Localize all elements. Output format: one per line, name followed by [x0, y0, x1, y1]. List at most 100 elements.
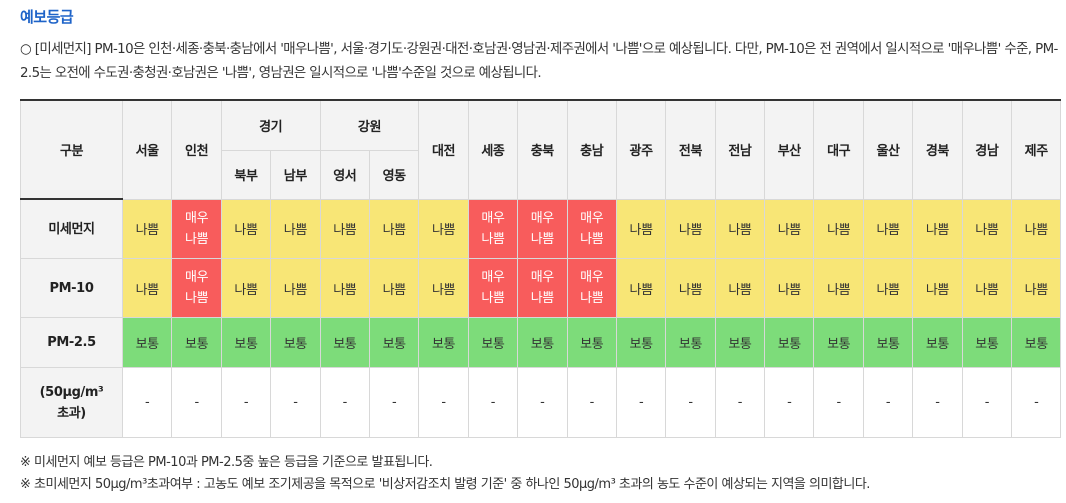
grade-cell: 보통	[319, 317, 370, 368]
grade-cell: 보통	[270, 317, 321, 368]
forecast-grade-table: 구분 서울 인천 경기 강원 대전 세종 충북 충남 광주 전북 전남 부산 대…	[20, 99, 1062, 438]
grade-cell: 보통	[665, 317, 716, 368]
header-corner: 구분	[20, 99, 123, 200]
header-gyeongbuk: 경북	[912, 99, 963, 200]
header-jeonbuk: 전북	[665, 99, 716, 200]
grade-cell: -	[961, 367, 1013, 438]
table-row: 미세먼지 나쁨 매우 나쁨 나쁨 나쁨 나쁨 나쁨 나쁨 매우 나쁨 매우 나쁨 매우 나쁨 나쁨 나쁨…	[20, 198, 1062, 259]
grade-cell: 보통	[1011, 317, 1062, 368]
grade-cell: 나쁨	[615, 258, 667, 318]
row-label: (50μg/m³ 초과)	[20, 367, 123, 438]
grade-cell: 나쁨	[121, 198, 173, 259]
grade-cell: 나쁨	[1011, 258, 1062, 318]
grade-cell: -	[171, 367, 222, 438]
grade-cell: -	[566, 367, 617, 438]
grade-cell: -	[418, 367, 469, 438]
grade-cell: 나쁨	[418, 198, 469, 259]
grade-cell: 나쁨	[912, 198, 963, 259]
grade-cell: 보통	[615, 317, 667, 368]
header-chungnam: 충남	[566, 99, 617, 200]
grade-cell: -	[764, 367, 815, 438]
grade-cell: 보통	[368, 317, 420, 368]
grade-cell: 나쁨	[121, 258, 173, 318]
header-ulsan: 울산	[862, 99, 914, 200]
grade-cell: 보통	[566, 317, 617, 368]
grade-cell: 보통	[171, 317, 222, 368]
grade-cell: -	[862, 367, 914, 438]
grade-cell: 나쁨	[764, 198, 815, 259]
grade-cell: 보통	[220, 317, 272, 368]
grade-cell: 보통	[121, 317, 173, 368]
header-gangwon-east: 영동	[368, 149, 420, 200]
header-chungbuk: 충북	[517, 99, 568, 200]
table-row: PM-2.5 보통 보통 보통 보통 보통 보통 보통 보통 보통 보통 보통 보통 보통 보통 보통 보통 보통…	[20, 317, 1062, 368]
grade-cell: -	[220, 367, 272, 438]
header-busan: 부산	[764, 99, 815, 200]
grade-cell: 나쁨	[319, 258, 370, 318]
grade-cell: 나쁨	[270, 198, 321, 259]
grade-cell: 나쁨	[665, 258, 716, 318]
grade-cell: -	[714, 367, 766, 438]
grade-cell: -	[368, 367, 420, 438]
table-row: PM-10 나쁨 매우 나쁨 나쁨 나쁨 나쁨 나쁨 나쁨 매우 나쁨 매우 나쁨 매우 나쁨 나쁨 나…	[20, 258, 1062, 318]
grade-cell: 보통	[961, 317, 1013, 368]
grade-cell: -	[467, 367, 519, 438]
header-gangwon: 강원	[319, 99, 420, 151]
grade-cell: -	[121, 367, 173, 438]
grade-cell: 나쁨	[961, 258, 1013, 318]
header-daegu: 대구	[813, 99, 864, 200]
header-gangwon-west: 영서	[319, 149, 370, 200]
row-label: 미세먼지	[20, 198, 123, 259]
header-jeonnam: 전남	[714, 99, 766, 200]
row-label: PM-10	[20, 258, 123, 318]
grade-cell: -	[270, 367, 321, 438]
grade-cell: 매우 나쁨	[566, 198, 617, 259]
grade-cell: -	[813, 367, 864, 438]
header-jeju: 제주	[1011, 99, 1062, 200]
grade-cell: 매우 나쁨	[171, 258, 222, 318]
grade-cell: 나쁨	[714, 198, 766, 259]
grade-cell: 나쁨	[368, 198, 420, 259]
grade-cell: 매우 나쁨	[566, 258, 617, 318]
note-item: ※ 초미세먼지 50μg/m³초과여부 : 고농도 예보 조기제공을 목적으로 …	[20, 477, 870, 492]
grade-cell: 나쁨	[1011, 198, 1062, 259]
grade-cell: 매우 나쁨	[467, 198, 519, 259]
header-gyeonggi-north: 북부	[220, 149, 272, 200]
grade-cell: 나쁨	[270, 258, 321, 318]
grade-cell: 나쁨	[714, 258, 766, 318]
grade-cell: 나쁨	[813, 198, 864, 259]
header-gyeongnam: 경남	[961, 99, 1013, 200]
grade-cell: 나쁨	[961, 198, 1013, 259]
grade-cell: 보통	[418, 317, 469, 368]
grade-cell: -	[1011, 367, 1062, 438]
notes: ※ 미세먼지 예보 등급은 PM-10과 PM-2.5중 높은 등급을 기준으로…	[20, 452, 870, 496]
header-gwangju: 광주	[615, 99, 667, 200]
grade-cell: 나쁨	[418, 258, 469, 318]
grade-cell: 나쁨	[912, 258, 963, 318]
grade-cell: -	[517, 367, 568, 438]
grade-cell: 매우 나쁨	[171, 198, 222, 259]
grade-cell: 매우 나쁨	[517, 198, 568, 259]
grade-cell: 나쁨	[615, 198, 667, 259]
grade-cell: -	[912, 367, 963, 438]
header-seoul: 서울	[121, 99, 173, 200]
grade-cell: 보통	[714, 317, 766, 368]
grade-cell: 보통	[912, 317, 963, 368]
header-daejeon: 대전	[418, 99, 469, 200]
grade-cell: 나쁨	[862, 198, 914, 259]
grade-cell: 나쁨	[862, 258, 914, 318]
header-incheon: 인천	[171, 99, 222, 200]
grade-cell: 나쁨	[319, 198, 370, 259]
table-row: (50μg/m³ 초과) - - - - - - - - - - - - - - - - - - -	[20, 367, 1062, 438]
row-label: PM-2.5	[20, 317, 123, 368]
forecast-description: ○ [미세먼지] PM-10은 인천·세종·충북·충남에서 '매우나쁨', 서울…	[20, 42, 1058, 81]
header-gyeonggi-south: 남부	[270, 149, 321, 200]
header-sejong: 세종	[467, 99, 519, 200]
grade-cell: -	[319, 367, 370, 438]
grade-cell: 나쁨	[813, 258, 864, 318]
grade-cell: 보통	[467, 317, 519, 368]
grade-cell: 나쁨	[764, 258, 815, 318]
grade-cell: 나쁨	[220, 258, 272, 318]
grade-cell: 보통	[862, 317, 914, 368]
grade-cell: 매우 나쁨	[467, 258, 519, 318]
